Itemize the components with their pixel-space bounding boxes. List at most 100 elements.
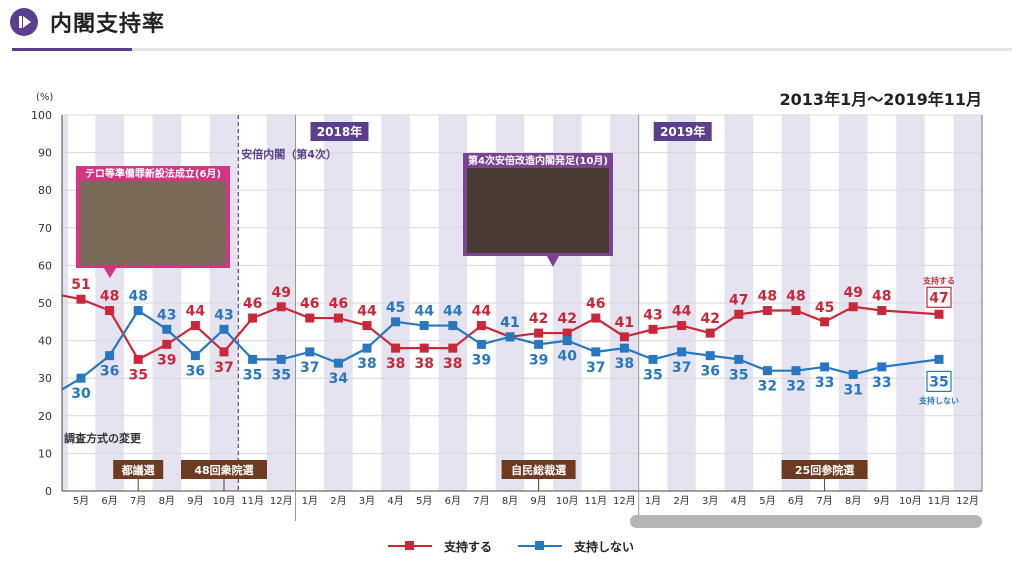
year-label-box bbox=[653, 122, 712, 141]
data-point-nonsupport bbox=[362, 343, 372, 353]
data-label-support: 46 bbox=[586, 296, 605, 312]
data-label-support: 48 bbox=[872, 289, 891, 305]
event-box bbox=[781, 460, 868, 479]
event-box bbox=[181, 460, 267, 479]
y-tick-label: 30 bbox=[38, 372, 52, 385]
legend-label-support: 支持する bbox=[444, 540, 493, 554]
data-label-support: 42 bbox=[529, 311, 548, 327]
event-label: 25回参院選 bbox=[795, 463, 854, 477]
series-line-nonsupport bbox=[652, 350, 682, 361]
series-line-nonsupport bbox=[137, 309, 168, 331]
data-point-nonsupport bbox=[762, 366, 772, 376]
series-line-support bbox=[366, 324, 397, 349]
data-label-support: 38 bbox=[443, 356, 462, 372]
series-line-nonsupport bbox=[452, 324, 483, 346]
x-tick-label: 5月 bbox=[73, 495, 89, 507]
data-label-nonsupport: 39 bbox=[472, 352, 491, 368]
data-label-support: 44 bbox=[186, 304, 206, 320]
series-line-nonsupport bbox=[595, 347, 625, 353]
x-tick-label: 4月 bbox=[387, 495, 403, 507]
data-point-nonsupport bbox=[791, 366, 801, 376]
data-point-nonsupport bbox=[476, 339, 486, 349]
y-tick-label: 20 bbox=[38, 410, 52, 423]
series-line-nonsupport bbox=[395, 320, 425, 327]
series-line-support bbox=[252, 305, 282, 320]
year-label: 2018年 bbox=[317, 124, 362, 139]
data-point-support bbox=[448, 343, 458, 353]
series-line-support bbox=[452, 324, 483, 349]
data-label-nonsupport: 40 bbox=[557, 349, 577, 365]
x-tick-label: 8月 bbox=[159, 495, 175, 507]
x-tick-label: 7月 bbox=[130, 495, 146, 507]
data-label-support: 48 bbox=[100, 289, 119, 305]
year-label: 2019年 bbox=[660, 124, 705, 139]
series-line-nonsupport bbox=[738, 358, 768, 372]
data-point-nonsupport bbox=[534, 339, 544, 349]
event-label: 48回衆院選 bbox=[194, 463, 253, 477]
data-label-support: 47 bbox=[729, 292, 748, 308]
data-label-nonsupport: 43 bbox=[214, 307, 233, 323]
method-change-annotation: 調査方式の変更 bbox=[64, 431, 142, 445]
x-tick-label: 2月 bbox=[673, 495, 689, 507]
data-label-nonsupport: 33 bbox=[815, 375, 834, 391]
callout-label-pink: テロ等準備罪新設法成立(6月) bbox=[85, 167, 221, 180]
data-label-support: 37 bbox=[214, 360, 233, 376]
callout-label-purple: 第4次安倍改造内閣発足(10月) bbox=[468, 154, 608, 167]
data-label-nonsupport: 48 bbox=[128, 289, 147, 305]
data-point-support bbox=[333, 313, 343, 323]
data-label-nonsupport: 35 bbox=[271, 367, 290, 383]
y-tick-label: 10 bbox=[38, 447, 52, 460]
data-label-nonsupport: 37 bbox=[300, 360, 319, 376]
series-line-support bbox=[223, 317, 254, 353]
y-tick-label: 70 bbox=[38, 222, 52, 235]
horizontal-scrollbar[interactable] bbox=[630, 515, 982, 528]
data-point-nonsupport bbox=[133, 306, 143, 316]
x-tick-label: 1月 bbox=[302, 495, 318, 507]
data-point-nonsupport bbox=[848, 369, 858, 379]
data-point-support bbox=[305, 313, 315, 323]
data-point-support bbox=[248, 313, 258, 323]
data-point-nonsupport bbox=[305, 347, 315, 357]
series-line-support bbox=[194, 324, 225, 353]
period-label: 2013年1月～2019年11月 bbox=[779, 90, 982, 109]
data-point-support bbox=[476, 321, 486, 331]
x-tick-label: 11月 bbox=[584, 495, 607, 507]
series-line-nonsupport bbox=[538, 339, 568, 346]
series-line-nonsupport bbox=[80, 354, 111, 380]
data-label-nonsupport: 35 bbox=[929, 374, 948, 390]
data-label-nonsupport: 38 bbox=[615, 356, 634, 372]
data-label-support: 46 bbox=[329, 296, 348, 312]
data-label-support: 48 bbox=[758, 289, 777, 305]
data-label-support: 43 bbox=[643, 307, 662, 323]
header-divider bbox=[12, 48, 1012, 51]
y-tick-label: 50 bbox=[38, 297, 52, 310]
y-tick-label: 40 bbox=[38, 335, 52, 348]
x-tick-label: 11月 bbox=[928, 495, 951, 507]
data-point-support bbox=[562, 328, 572, 338]
data-label-support: 38 bbox=[386, 356, 405, 372]
data-label-support: 41 bbox=[500, 315, 519, 331]
data-point-support bbox=[419, 343, 429, 353]
data-point-support bbox=[76, 294, 86, 304]
data-point-support bbox=[762, 306, 772, 316]
data-label-nonsupport: 30 bbox=[71, 386, 91, 402]
data-point-nonsupport bbox=[333, 358, 343, 368]
data-point-nonsupport bbox=[219, 324, 229, 334]
x-tick-label: 12月 bbox=[613, 495, 636, 507]
series-line-nonsupport bbox=[481, 335, 511, 346]
series-line-support bbox=[338, 316, 368, 327]
data-label-nonsupport: 36 bbox=[700, 364, 719, 380]
x-tick-label: 10月 bbox=[556, 495, 579, 507]
data-point-nonsupport bbox=[505, 332, 515, 342]
x-tick-label: 4月 bbox=[731, 495, 747, 507]
y-tick-label: 100 bbox=[31, 109, 52, 122]
data-point-nonsupport bbox=[105, 351, 115, 361]
series-line-nonsupport bbox=[824, 365, 854, 376]
data-point-nonsupport bbox=[734, 354, 744, 364]
series-line-support bbox=[595, 317, 626, 338]
data-label-nonsupport: 36 bbox=[100, 364, 119, 380]
data-point-support bbox=[534, 328, 544, 338]
x-tick-label: 7月 bbox=[816, 495, 832, 507]
data-point-support bbox=[619, 332, 629, 342]
